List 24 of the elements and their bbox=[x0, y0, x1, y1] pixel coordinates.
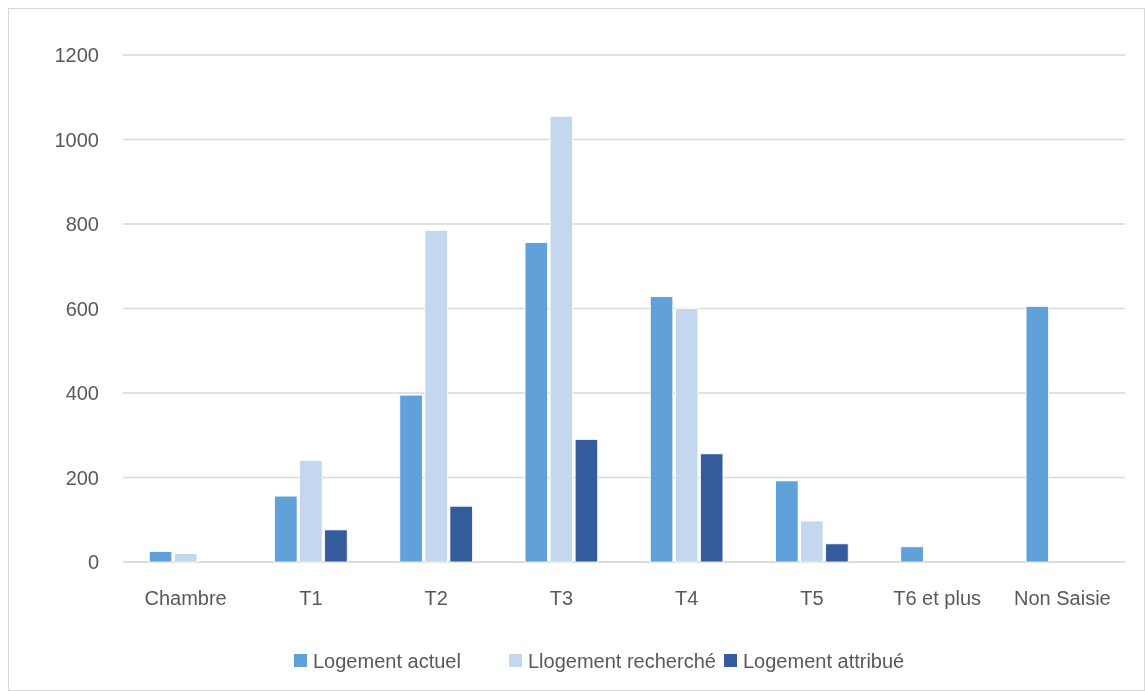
bar bbox=[574, 439, 599, 563]
x-tick-label: Chambre bbox=[144, 587, 227, 609]
legend-label: Logement attribué bbox=[743, 650, 905, 672]
x-tick-label: Non Saisie bbox=[1014, 587, 1111, 609]
legend-label: Llogement recherché bbox=[528, 650, 716, 672]
x-tick-label: T3 bbox=[549, 587, 574, 609]
x-tick-label: T6 et plus bbox=[893, 587, 982, 609]
x-tick-label: T5 bbox=[800, 587, 824, 609]
y-tick-label: 0 bbox=[87, 551, 99, 573]
legend-label: Logement actuel bbox=[313, 650, 461, 672]
y-tick-label: 1200 bbox=[54, 44, 99, 66]
x-tick-label: T4 bbox=[674, 587, 699, 609]
bar bbox=[900, 546, 924, 563]
bar bbox=[1025, 305, 1049, 563]
bar bbox=[148, 551, 173, 563]
y-tick-label: 400 bbox=[65, 382, 99, 404]
x-tick-label: T2 bbox=[424, 587, 448, 609]
bar bbox=[649, 296, 674, 563]
y-tick-label: 200 bbox=[65, 466, 99, 489]
y-tick-label: 1000 bbox=[54, 128, 99, 151]
bar bbox=[173, 553, 198, 563]
y-tick-label: 600 bbox=[65, 297, 99, 320]
y-tick-label: 800 bbox=[65, 213, 99, 235]
x-tick-label: T1 bbox=[299, 587, 323, 609]
